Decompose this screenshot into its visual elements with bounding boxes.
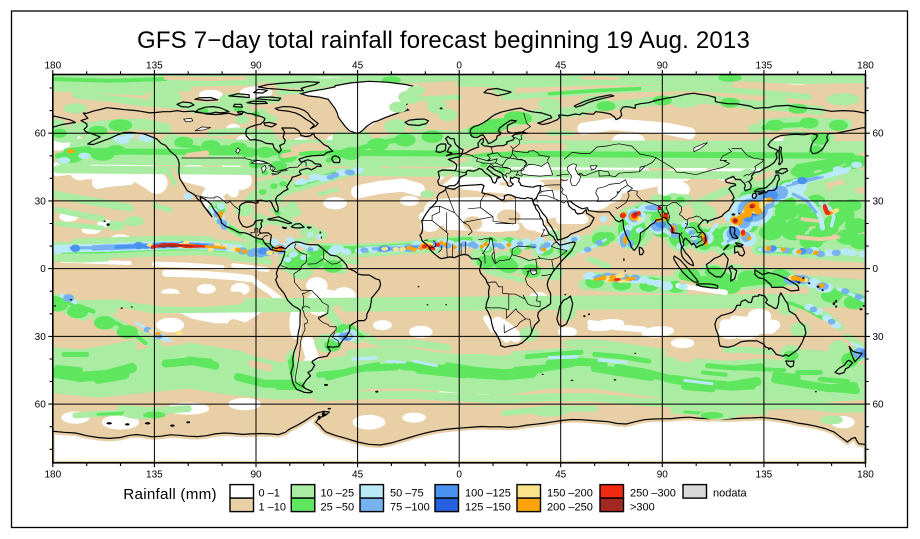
svg-text:90: 90 xyxy=(250,470,262,481)
svg-text:0: 0 xyxy=(456,470,462,481)
svg-text:200 –250: 200 –250 xyxy=(547,502,593,514)
svg-text:135: 135 xyxy=(146,470,163,481)
svg-text:180: 180 xyxy=(857,470,874,481)
svg-text:0: 0 xyxy=(873,264,879,275)
svg-text:90: 90 xyxy=(657,61,669,72)
svg-text:45: 45 xyxy=(555,470,567,481)
svg-text:0: 0 xyxy=(40,264,46,275)
svg-text:180: 180 xyxy=(44,470,61,481)
svg-text:1 –10: 1 –10 xyxy=(259,502,287,514)
svg-text:90: 90 xyxy=(250,61,262,72)
svg-text:90: 90 xyxy=(657,470,669,481)
svg-text:30: 30 xyxy=(873,332,885,343)
svg-text:60: 60 xyxy=(873,129,885,140)
svg-text:0 –1: 0 –1 xyxy=(259,488,280,500)
svg-text:60: 60 xyxy=(35,129,47,140)
svg-text:75 –100: 75 –100 xyxy=(390,502,430,514)
svg-text:250 –300: 250 –300 xyxy=(630,488,676,500)
svg-text:100 –125: 100 –125 xyxy=(465,488,511,500)
svg-text:135: 135 xyxy=(146,61,163,72)
svg-text:45: 45 xyxy=(555,61,567,72)
svg-text:GFS 7−day total rainfall forec: GFS 7−day total rainfall forecast beginn… xyxy=(137,27,750,54)
svg-text:0: 0 xyxy=(456,61,462,72)
svg-text:180: 180 xyxy=(857,61,874,72)
svg-text:125 –150: 125 –150 xyxy=(465,502,511,514)
svg-text:60: 60 xyxy=(35,400,47,411)
svg-text:45: 45 xyxy=(352,61,364,72)
svg-text:150 –200: 150 –200 xyxy=(547,488,593,500)
svg-text:50 –75: 50 –75 xyxy=(390,488,424,500)
svg-text:25 –50: 25 –50 xyxy=(321,502,355,514)
svg-text:30: 30 xyxy=(35,196,47,207)
svg-text:30: 30 xyxy=(35,332,47,343)
svg-text:>300: >300 xyxy=(630,502,655,514)
svg-text:45: 45 xyxy=(352,470,364,481)
svg-text:60: 60 xyxy=(873,400,885,411)
svg-text:180: 180 xyxy=(44,61,61,72)
svg-text:30: 30 xyxy=(873,196,885,207)
svg-text:10 –25: 10 –25 xyxy=(321,488,355,500)
svg-text:135: 135 xyxy=(756,470,773,481)
svg-text:nodata: nodata xyxy=(713,488,748,500)
svg-text:135: 135 xyxy=(756,61,773,72)
svg-text:Rainfall (mm): Rainfall (mm) xyxy=(123,486,217,503)
